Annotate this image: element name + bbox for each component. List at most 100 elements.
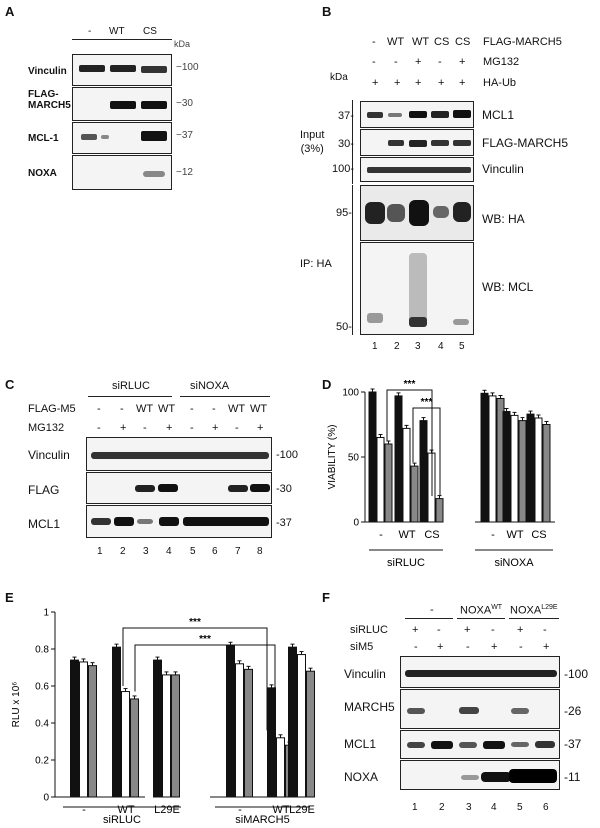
panel-b-blot-wb-ha xyxy=(360,185,474,241)
bar xyxy=(121,691,130,798)
panel-f-lane-2: 2 xyxy=(439,802,445,813)
significance-bracket xyxy=(412,407,441,496)
panel-f-group-noxa-l29e-text: NOXA xyxy=(510,604,542,617)
panel-b-cond-mg132-l2: - xyxy=(394,56,398,68)
panel-f-cond-sim5-l1: - xyxy=(414,641,418,653)
panel-f-blot-label-vinculin: Vinculin xyxy=(344,667,386,681)
panel-b-blot-label-wb-ha: WB: HA xyxy=(482,212,525,226)
x-tick-label: L29E xyxy=(289,804,315,816)
panel-b-cond-flag-l3: WT xyxy=(412,36,430,48)
y-axis-label: VIABILITY (%) xyxy=(327,425,338,490)
group-label: siNOXA xyxy=(494,557,534,569)
panel-c-mw-flag: -30 xyxy=(276,483,292,495)
x-tick-label: - xyxy=(379,529,383,541)
bar xyxy=(402,427,411,523)
panel-f-blot-label-march5: MARCH5 xyxy=(344,700,395,714)
panel-f-cond-sirluc-l5: + xyxy=(517,624,524,636)
panel-b-blot-label-flag-march5: FLAG-MARCH5 xyxy=(482,136,569,150)
significance-bracket xyxy=(122,627,268,731)
panel-c-cond-mg132-l5: - xyxy=(190,422,194,434)
panel-c-cond-mg132-l8: + xyxy=(257,422,264,434)
panel-c-group-line-2 xyxy=(180,396,270,397)
panel-c-cond-flag-l5: - xyxy=(190,403,194,415)
y-tick-label: 1 xyxy=(43,608,49,619)
bar xyxy=(502,411,511,523)
panel-a-blot-mcl1 xyxy=(72,122,172,154)
panel-b-lane-1: 1 xyxy=(372,341,378,352)
x-tick-label: WT xyxy=(506,529,523,541)
panel-d-letter: D xyxy=(322,377,332,392)
panel-b-cond-flag-l4: CS xyxy=(434,36,450,48)
panel-b-lane-2: 2 xyxy=(394,341,400,352)
bar xyxy=(112,646,121,798)
panel-f-group-noxa-l29e: NOXAL29E xyxy=(510,604,558,617)
panel-c-cond-flag-l1: - xyxy=(97,403,101,415)
panel-a-blot-label-vinculin: Vinculin xyxy=(28,66,67,77)
panel-c-cond-mg132-l7: - xyxy=(235,422,239,434)
panel-a-blot-flag-march5 xyxy=(72,87,172,121)
panel-a-lane-2: WT xyxy=(109,26,125,37)
bar xyxy=(510,414,519,523)
bar xyxy=(79,661,88,798)
panel-f-group-none: - xyxy=(430,604,434,616)
panel-f-group-noxa-wt-text: NOXA xyxy=(460,604,492,617)
panel-c-group-line-1 xyxy=(88,396,172,397)
panel-b-mw-flag-march5: 30- xyxy=(338,138,354,150)
panel-c-cond-mg132-l2: + xyxy=(120,422,127,434)
panel-b-cond-haub-l4: + xyxy=(438,77,445,89)
panel-f-cond-sim5-l5: - xyxy=(519,641,523,653)
panel-a-kda: kDa xyxy=(174,39,191,49)
bar xyxy=(153,659,162,798)
panel-b-cond-haub-l2: + xyxy=(394,77,401,89)
panel-b-mw-ha: 95- xyxy=(336,207,352,219)
bar xyxy=(368,391,377,523)
panel-c-lane-8: 8 xyxy=(257,546,263,557)
bar xyxy=(267,687,276,798)
bar xyxy=(394,395,403,523)
panel-b-cond-mg132-l1: - xyxy=(372,56,376,68)
bar xyxy=(526,413,535,523)
panel-c-lane-5: 5 xyxy=(190,546,196,557)
panel-a-blot-label-flag-march5: FLAG- MARCH5 xyxy=(28,89,71,111)
panel-b-cond-mg132-label: MG132 xyxy=(483,56,520,68)
panel-c-cond-flag-l6: - xyxy=(212,403,216,415)
panel-b-kda: kDa xyxy=(330,72,348,83)
panel-a-mw-vinculin: −100 xyxy=(176,62,199,73)
panel-f-blot-vinculin xyxy=(400,656,560,688)
panel-f-mw-march5: -26 xyxy=(564,704,582,718)
y-tick-label: 50 xyxy=(348,453,360,464)
bar xyxy=(226,644,235,798)
panel-b-cond-haub-l1: + xyxy=(372,77,379,89)
x-tick-label: - xyxy=(238,804,242,816)
panel-f-cond-sirluc-l2: - xyxy=(437,624,441,636)
panel-a-blot-label-noxa: NOXA xyxy=(28,168,57,179)
panel-b-cond-flag-l5: CS xyxy=(455,36,471,48)
y-tick-label: 100 xyxy=(342,388,359,399)
panel-c-lane-7: 7 xyxy=(235,546,241,557)
bar xyxy=(276,737,285,798)
x-tick-label: - xyxy=(82,804,86,816)
panel-c-lane-1: 1 xyxy=(97,546,103,557)
bar xyxy=(171,674,180,798)
panel-f-mw-vinculin: -100 xyxy=(564,667,589,681)
panel-c-blot-mcl1 xyxy=(86,505,272,538)
panel-b-blot-label-vinculin: Vinculin xyxy=(482,162,524,176)
bar xyxy=(130,698,139,798)
panel-a-lane-3: CS xyxy=(143,26,157,37)
panel-c-mw-vinculin: -100 xyxy=(276,449,299,461)
panel-f-blot-noxa xyxy=(400,760,560,790)
panel-c-cond-flag-l8: WT xyxy=(250,403,268,415)
panel-c-lane-2: 2 xyxy=(120,546,126,557)
panel-b-cond-flag-l1: - xyxy=(372,36,376,48)
panel-c-cond-flag-l3: WT xyxy=(136,403,154,415)
panel-a-header-line xyxy=(72,39,172,40)
bar xyxy=(435,498,444,523)
panel-b-cond-mg132-l5: + xyxy=(459,56,466,68)
panel-c-cond-flag-l7: WT xyxy=(228,403,246,415)
panel-b-lane-3: 3 xyxy=(415,341,421,352)
panel-c-cond-mg132-l3: - xyxy=(143,422,147,434)
bar xyxy=(410,465,419,523)
panel-f-lane-1: 1 xyxy=(412,802,418,813)
panel-b-mw-mcl1: 37- xyxy=(338,110,354,122)
panel-b-letter: B xyxy=(322,4,332,19)
